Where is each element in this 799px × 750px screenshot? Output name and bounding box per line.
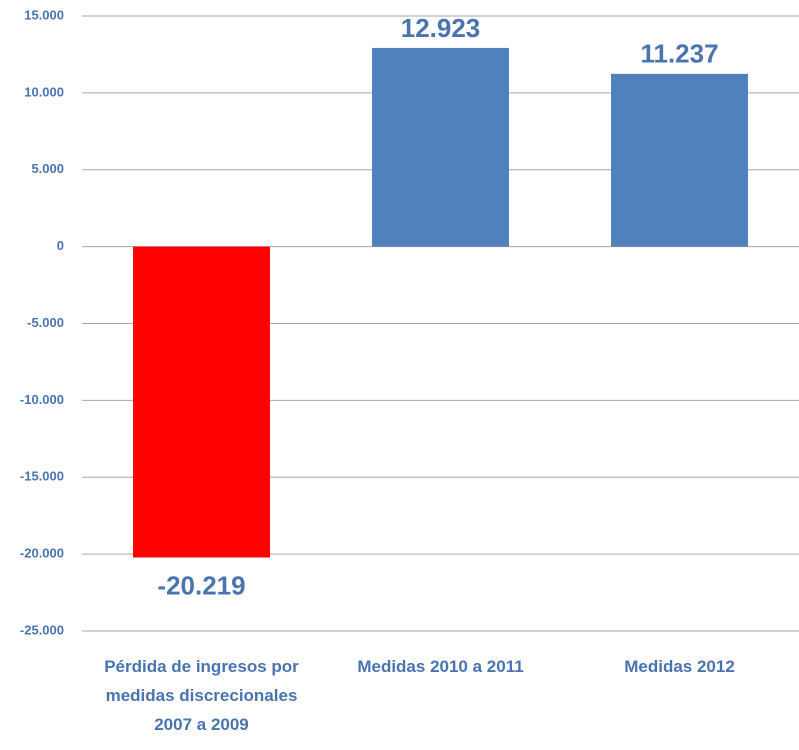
y-tick-label: -10.000 <box>20 392 64 407</box>
y-tick-label: -25.000 <box>20 622 64 637</box>
y-tick-label: -20.000 <box>20 546 64 561</box>
y-tick-label: 15.000 <box>24 7 64 22</box>
value-label: 12.923 <box>401 13 481 43</box>
bar <box>372 47 509 247</box>
y-tick-label: 10.000 <box>24 84 64 99</box>
bar <box>133 246 270 558</box>
y-tick-label: 0 <box>57 238 64 253</box>
value-label: -20.219 <box>157 570 245 600</box>
y-tick-label: -5.000 <box>27 315 64 330</box>
x-tick-label: Medidas 2010 a 2011 <box>357 657 524 676</box>
y-tick-label: 5.000 <box>31 161 64 176</box>
value-label: 11.237 <box>640 39 718 69</box>
x-tick-label: Pérdida de ingresos por medidas discreci… <box>104 657 299 734</box>
x-tick-label: Medidas 2012 <box>624 657 735 676</box>
bar <box>611 73 748 247</box>
y-tick-label: -15.000 <box>20 469 64 484</box>
